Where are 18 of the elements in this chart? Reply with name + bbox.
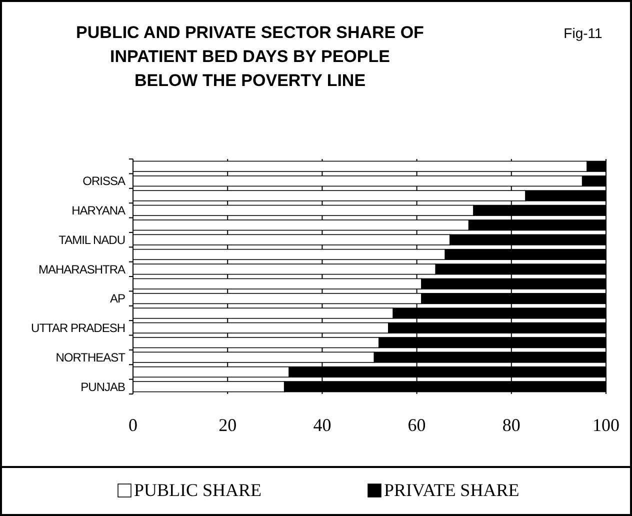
legend-label: PRIVATE SHARE — [384, 480, 520, 500]
x-tick-label: 20 — [218, 415, 237, 435]
x-tick-label: 80 — [502, 415, 520, 435]
y-tick-label: PUNJAB — [80, 380, 126, 394]
y-tick-label: UTTAR PRADESH — [31, 321, 125, 336]
y-tick-label: ORISSA — [82, 174, 126, 188]
x-tick-label: 100 — [592, 415, 620, 435]
y-tick-label: MAHARASHTRA — [38, 262, 126, 276]
legend-label: PUBLIC SHARE — [134, 480, 262, 500]
y-tick-label: AP — [110, 292, 126, 306]
y-tick-label: HARYANA — [72, 204, 126, 218]
y-tick-label: NORTHEAST — [56, 350, 126, 364]
x-tick-label: 40 — [313, 415, 332, 435]
y-tick-label: TAMIL NADU — [58, 232, 125, 247]
x-tick-label: 60 — [408, 415, 426, 435]
text: Fig-11 — [564, 25, 603, 41]
chart-title: PUBLIC AND PRIVATE SECTOR SHARE OF INPATIENT BED DAYS BY PEOPLE BELOW THE POVERTY LINE — [76, 23, 424, 90]
x-tick-label: 0 — [128, 415, 138, 435]
